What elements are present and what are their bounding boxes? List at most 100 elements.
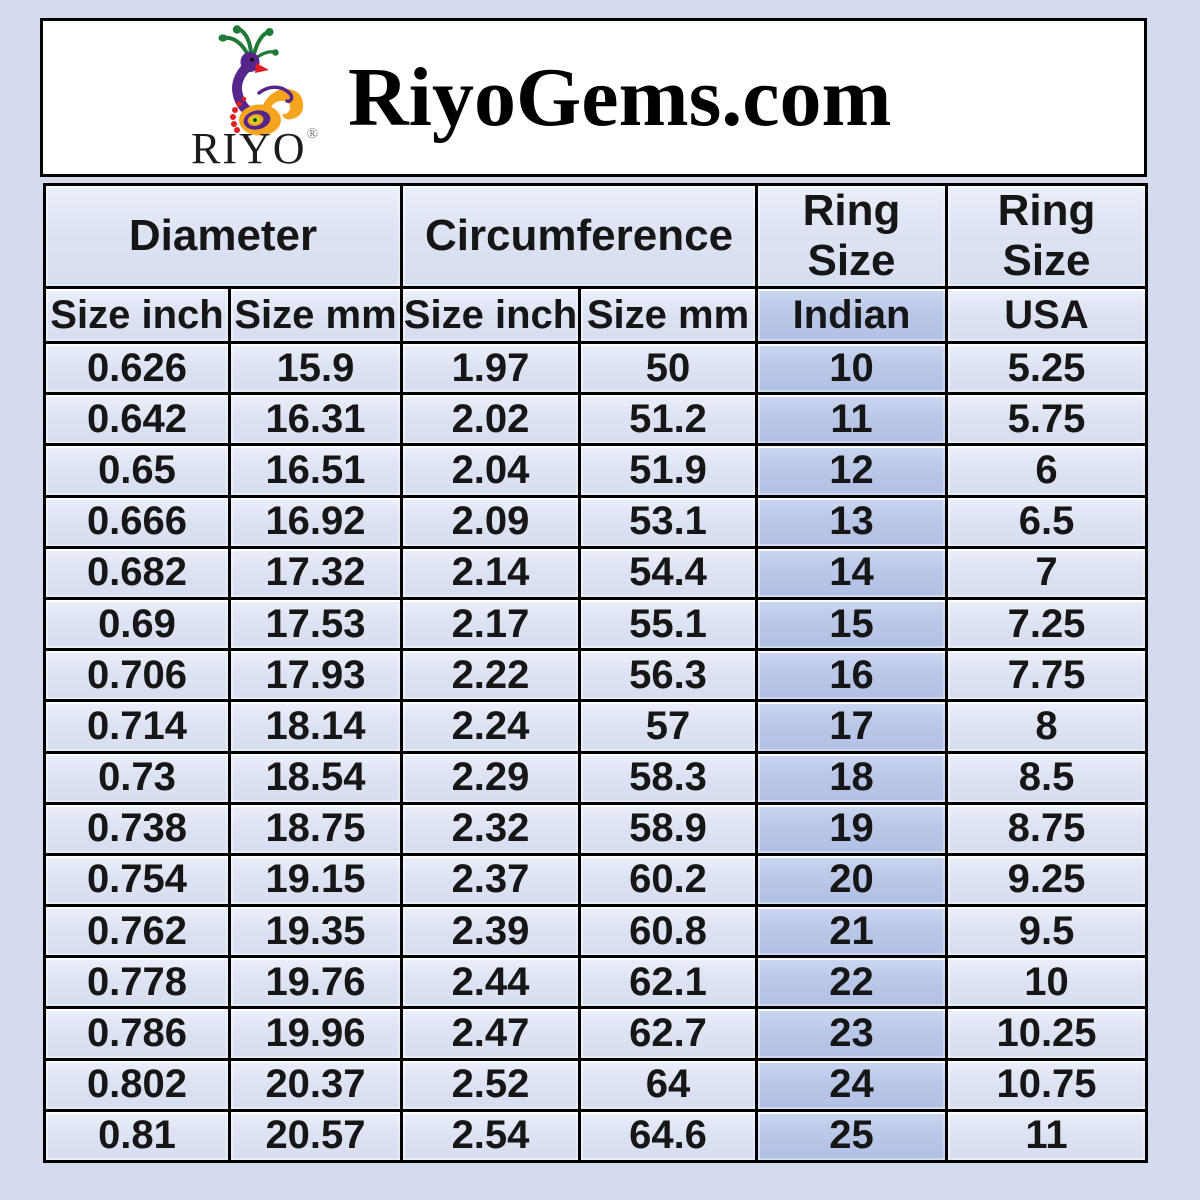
cell-diameter-size-mm: 19.96 [228, 1006, 403, 1061]
cell-diameter-size-mm: 19.15 [228, 852, 403, 908]
cell-ring-size-indian: 12 [755, 443, 949, 498]
cell-ring-size-usa: 6 [945, 443, 1149, 498]
cell-circumference-size-inch: 2.37 [400, 852, 581, 908]
site-title: RiyoGems.com [347, 51, 892, 144]
cell-diameter-size-inch: 0.626 [43, 340, 231, 396]
cell-circumference-size-inch: 2.54 [400, 1108, 581, 1164]
cell-circumference-size-mm: 64.6 [577, 1108, 759, 1164]
table-row: 0.626 15.9 1.97 50 10 5.25 [43, 340, 1149, 396]
cell-diameter-size-mm: 15.9 [228, 340, 403, 396]
cell-diameter-size-mm: 19.35 [228, 904, 403, 959]
subheader-usa: USA [945, 286, 1149, 344]
cell-ring-size-usa: 8 [945, 699, 1149, 754]
cell-circumference-size-inch: 2.47 [400, 1006, 581, 1061]
cell-diameter-size-inch: 0.786 [43, 1006, 231, 1061]
cell-ring-size-usa: 6.5 [945, 494, 1149, 549]
cell-ring-size-usa: 10.25 [945, 1006, 1149, 1061]
cell-ring-size-indian: 23 [755, 1006, 949, 1061]
cell-circumference-size-inch: 2.22 [400, 648, 581, 703]
table-row: 0.714 18.14 2.24 57 17 8 [43, 699, 1149, 754]
cell-diameter-size-mm: 18.75 [228, 801, 403, 856]
cell-circumference-size-mm: 53.1 [577, 494, 759, 549]
cell-ring-size-usa: 8.75 [945, 801, 1149, 856]
cell-ring-size-indian: 13 [755, 494, 949, 549]
cell-ring-size-usa: 7.25 [945, 596, 1149, 652]
cell-ring-size-indian: 20 [755, 852, 949, 908]
cell-diameter-size-mm: 17.53 [228, 596, 403, 652]
table-row: 0.706 17.93 2.22 56.3 16 7.75 [43, 648, 1149, 703]
cell-diameter-size-mm: 20.37 [228, 1057, 403, 1112]
cell-circumference-size-inch: 2.39 [400, 904, 581, 959]
header-ring-size-usa: Ring Size [945, 183, 1149, 289]
cell-diameter-size-mm: 20.57 [228, 1108, 403, 1164]
cell-ring-size-indian: 15 [755, 596, 949, 652]
cell-circumference-size-inch: 2.17 [400, 596, 581, 652]
cell-ring-size-usa: 7 [945, 545, 1149, 600]
cell-ring-size-indian: 10 [755, 340, 949, 396]
cell-diameter-size-inch: 0.642 [43, 392, 231, 447]
cell-ring-size-indian: 22 [755, 955, 949, 1010]
table-row: 0.762 19.35 2.39 60.8 21 9.5 [43, 904, 1149, 959]
cell-diameter-size-inch: 0.69 [43, 596, 231, 652]
cell-circumference-size-mm: 62.7 [577, 1006, 759, 1061]
cell-circumference-size-inch: 1.97 [400, 340, 581, 396]
cell-ring-size-indian: 21 [755, 904, 949, 959]
cell-diameter-size-mm: 16.92 [228, 494, 403, 549]
cell-circumference-size-mm: 60.2 [577, 852, 759, 908]
cell-circumference-size-inch: 2.29 [400, 750, 581, 805]
cell-circumference-size-inch: 2.32 [400, 801, 581, 856]
cell-circumference-size-mm: 62.1 [577, 955, 759, 1010]
cell-circumference-size-inch: 2.09 [400, 494, 581, 549]
table-row: 0.786 19.96 2.47 62.7 23 10.25 [43, 1006, 1149, 1061]
peacock-icon [218, 24, 304, 135]
cell-diameter-size-inch: 0.81 [43, 1108, 231, 1164]
registered-trademark-icon: ® [306, 125, 320, 142]
cell-ring-size-usa: 10.75 [945, 1057, 1149, 1112]
cell-ring-size-indian: 14 [755, 545, 949, 600]
table-row: 0.69 17.53 2.17 55.1 15 7.25 [43, 596, 1149, 652]
cell-circumference-size-mm: 64 [577, 1057, 759, 1112]
cell-diameter-size-mm: 18.14 [228, 699, 403, 754]
logo-wordmark: RIYO ® [191, 123, 320, 173]
cell-diameter-size-inch: 0.73 [43, 750, 231, 805]
cell-circumference-size-mm: 51.2 [577, 392, 759, 447]
cell-diameter-size-mm: 17.93 [228, 648, 403, 703]
table-body: 0.626 15.9 1.97 50 10 5.25 0.642 16.31 2.02 51.2 1… [43, 340, 1149, 1164]
cell-ring-size-indian: 18 [755, 750, 949, 805]
site-header: RIYO ® RiyoGems.com [40, 18, 1147, 177]
cell-circumference-size-mm: 58.3 [577, 750, 759, 805]
cell-ring-size-usa: 9.5 [945, 904, 1149, 959]
cell-ring-size-usa: 5.25 [945, 340, 1149, 396]
header-ring-size-indian: Ring Size [755, 183, 949, 289]
riyo-logo: RIYO ® [191, 24, 320, 173]
cell-ring-size-indian: 19 [755, 801, 949, 856]
cell-circumference-size-inch: 2.14 [400, 545, 581, 600]
cell-circumference-size-inch: 2.02 [400, 392, 581, 447]
cell-circumference-size-mm: 57 [577, 699, 759, 754]
cell-ring-size-usa: 10 [945, 955, 1149, 1010]
table-row: 0.778 19.76 2.44 62.1 22 10 [43, 955, 1149, 1010]
cell-circumference-size-inch: 2.52 [400, 1057, 581, 1112]
cell-ring-size-usa: 11 [945, 1108, 1149, 1164]
cell-circumference-size-mm: 58.9 [577, 801, 759, 856]
cell-ring-size-usa: 7.75 [945, 648, 1149, 703]
cell-ring-size-indian: 11 [755, 392, 949, 447]
cell-diameter-size-inch: 0.802 [43, 1057, 231, 1112]
cell-diameter-size-inch: 0.666 [43, 494, 231, 549]
cell-circumference-size-inch: 2.04 [400, 443, 581, 498]
cell-circumference-size-inch: 2.44 [400, 955, 581, 1010]
logo-wordmark-text: RIYO [191, 123, 307, 173]
ring-size-table: Diameter Circumference Ring Size Ring Si… [43, 183, 1149, 1164]
cell-diameter-size-inch: 0.762 [43, 904, 231, 959]
subheader-circumference-size-inch: Size inch [400, 286, 581, 344]
cell-circumference-size-mm: 50 [577, 340, 759, 396]
cell-ring-size-indian: 24 [755, 1057, 949, 1112]
table-row: 0.802 20.37 2.52 64 24 10.75 [43, 1057, 1149, 1112]
cell-ring-size-usa: 8.5 [945, 750, 1149, 805]
cell-diameter-size-inch: 0.682 [43, 545, 231, 600]
cell-circumference-size-mm: 54.4 [577, 545, 759, 600]
subheader-circumference-size-mm: Size mm [577, 286, 759, 344]
cell-circumference-size-mm: 51.9 [577, 443, 759, 498]
table-row: 0.738 18.75 2.32 58.9 19 8.75 [43, 801, 1149, 856]
